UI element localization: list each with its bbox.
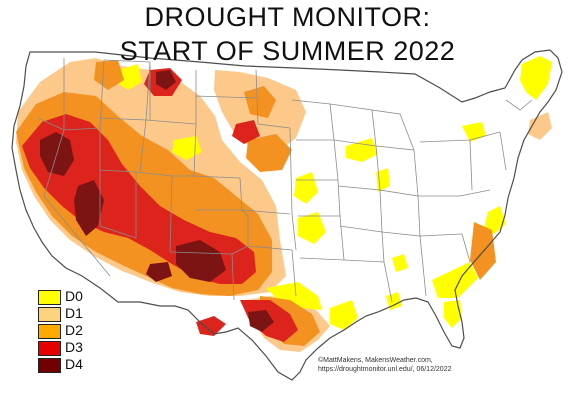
- us-outline: [11, 49, 563, 381]
- legend-swatch-d0: [38, 290, 61, 305]
- map-title-line-2: START OF SUMMER 2022: [119, 36, 456, 66]
- legend-swatch-d2: [38, 324, 61, 339]
- legend-item-d1: D1: [38, 305, 128, 322]
- legend-swatch-d3: [38, 341, 61, 356]
- credit-line-2: https://droughtmonitor.unl.edu/, 06/12/2…: [318, 366, 452, 373]
- legend-item-d4: D4: [38, 356, 128, 373]
- map-credit: ©MattMakens, MakensWeather.com, https://…: [318, 356, 452, 374]
- legend-item-d3: D3: [38, 339, 128, 356]
- legend-swatch-d4: [38, 358, 61, 373]
- legend-label-d2: D2: [65, 322, 83, 338]
- legend-label-d1: D1: [65, 305, 83, 321]
- legend-label-d3: D3: [65, 339, 83, 355]
- legend-item-d2: D2: [38, 322, 128, 339]
- state-borders: [37, 58, 533, 303]
- legend-label-d4: D4: [65, 356, 83, 372]
- credit-line-1: ©MattMakens, MakensWeather.com,: [318, 357, 433, 364]
- legend-swatch-d1: [38, 307, 61, 322]
- legend-item-d0: D0: [38, 288, 128, 305]
- legend-label-d0: D0: [65, 288, 83, 304]
- map-title-line-1: DROUGHT MONITOR:: [144, 2, 431, 32]
